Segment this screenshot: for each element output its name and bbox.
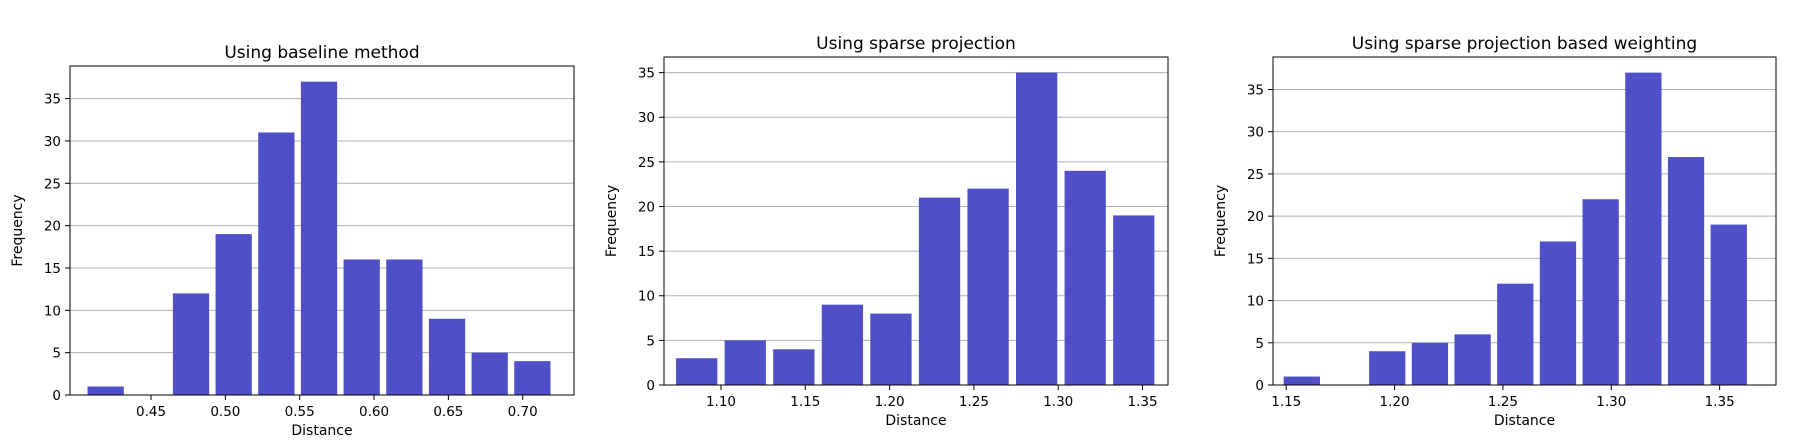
histogram-bar xyxy=(471,352,508,395)
histogram-bar xyxy=(172,293,210,395)
histogram-bar xyxy=(967,188,1009,385)
histogram-bar xyxy=(918,197,961,385)
histogram-bar xyxy=(1283,376,1320,385)
y-tick-label: 0 xyxy=(1255,378,1264,394)
chart-title: Using sparse projection based weighting xyxy=(1352,34,1697,54)
histogram-bar xyxy=(1667,157,1705,385)
y-tick-label: 5 xyxy=(646,333,655,349)
chart-title: Using baseline method xyxy=(224,43,419,63)
histogram-bar xyxy=(1016,72,1058,385)
x-tick-label: 1.25 xyxy=(1488,394,1518,410)
histogram-bar xyxy=(1582,199,1619,385)
y-tick-label: 30 xyxy=(44,134,61,150)
y-tick-label: 35 xyxy=(1247,83,1264,99)
x-tick-label: 0.50 xyxy=(210,404,240,420)
x-tick-label: 1.20 xyxy=(875,394,905,410)
y-tick-label: 5 xyxy=(1255,336,1264,352)
x-tick-label: 0.60 xyxy=(359,404,389,420)
histogram-bar xyxy=(821,304,864,385)
x-tick-label: 1.15 xyxy=(1271,394,1301,410)
x-tick-label: 0.45 xyxy=(136,404,166,420)
plot-frame xyxy=(663,56,1169,386)
histogram-bar xyxy=(300,81,338,396)
x-axis-label: Distance xyxy=(1494,413,1555,429)
x-tick-label: 1.15 xyxy=(790,394,820,410)
y-tick-label: 0 xyxy=(646,378,655,394)
histogram-bar xyxy=(1369,351,1406,385)
y-tick-label: 10 xyxy=(638,289,655,305)
y-tick-label: 25 xyxy=(638,155,655,171)
histogram-bar xyxy=(215,234,252,395)
histogram-bar xyxy=(1625,72,1662,385)
x-tick-label: 1.35 xyxy=(1705,394,1735,410)
histogram-bar xyxy=(1454,334,1491,385)
x-axis-label: Distance xyxy=(885,413,946,429)
y-axis-label: Frequency xyxy=(1213,185,1229,257)
x-tick-label: 1.20 xyxy=(1380,394,1410,410)
y-tick-label: 35 xyxy=(44,92,61,108)
y-tick-label: 30 xyxy=(638,110,655,126)
x-axis-label: Distance xyxy=(291,423,352,439)
y-tick-label: 5 xyxy=(52,346,61,362)
histogram-bar xyxy=(676,358,718,385)
histogram-bar xyxy=(1064,170,1106,385)
x-tick-label: 0.70 xyxy=(508,404,538,420)
histogram-bar xyxy=(1113,215,1155,385)
y-tick-label: 25 xyxy=(1247,167,1264,183)
x-tick-label: 1.30 xyxy=(1043,394,1073,410)
chart-title: Using sparse projection xyxy=(816,34,1016,54)
histogram-bar xyxy=(1497,283,1534,385)
histogram-bar xyxy=(773,349,815,385)
chart-panel-2: 0 5 10 15 20 25 30 35 1.10 1.15 1.20 1.25 1.30 1.35 Us… xyxy=(604,34,1169,429)
histogram-bar xyxy=(870,313,912,385)
y-tick-label: 15 xyxy=(1247,251,1264,267)
chart-panel-3: 0 5 10 15 20 25 30 35 1.15 1.20 1.25 1.30 1.35 Using … xyxy=(1213,34,1777,429)
plot-frame xyxy=(69,65,575,396)
y-tick-label: 10 xyxy=(1247,294,1264,310)
histogram-bar xyxy=(386,259,423,395)
x-tick-label: 0.65 xyxy=(433,404,463,420)
histogram-bar xyxy=(428,318,466,395)
y-tick-label: 15 xyxy=(44,261,61,277)
y-tick-label: 20 xyxy=(1247,209,1264,225)
histogram-bar xyxy=(1710,224,1747,385)
x-tick-label: 1.30 xyxy=(1596,394,1626,410)
histogram-bar xyxy=(514,361,551,395)
y-tick-label: 10 xyxy=(44,303,61,319)
histogram-bar xyxy=(343,259,380,395)
chart-panel-1: 0 5 10 15 20 25 30 35 0.45 0.50 0.55 0.60 0.65 0.70 Us… xyxy=(10,43,575,439)
histogram-bar xyxy=(1411,342,1449,385)
y-tick-label: 20 xyxy=(638,199,655,215)
x-tick-label: 1.25 xyxy=(959,394,989,410)
histogram-bar xyxy=(1539,241,1577,385)
y-axis-label: Frequency xyxy=(10,194,26,266)
x-tick-label: 1.35 xyxy=(1128,394,1158,410)
plot-frame xyxy=(1272,56,1777,386)
histogram-bar xyxy=(724,340,766,385)
y-tick-label: 35 xyxy=(638,66,655,82)
x-tick-label: 0.55 xyxy=(285,404,315,420)
histogram-bar xyxy=(87,386,124,395)
y-tick-label: 30 xyxy=(1247,125,1264,141)
y-tick-label: 20 xyxy=(44,219,61,235)
y-tick-label: 25 xyxy=(44,176,61,192)
y-tick-label: 15 xyxy=(638,244,655,260)
y-axis-label: Frequency xyxy=(604,185,620,257)
histogram-bar xyxy=(258,132,295,395)
x-tick-label: 1.10 xyxy=(706,394,736,410)
y-tick-label: 0 xyxy=(52,388,61,404)
